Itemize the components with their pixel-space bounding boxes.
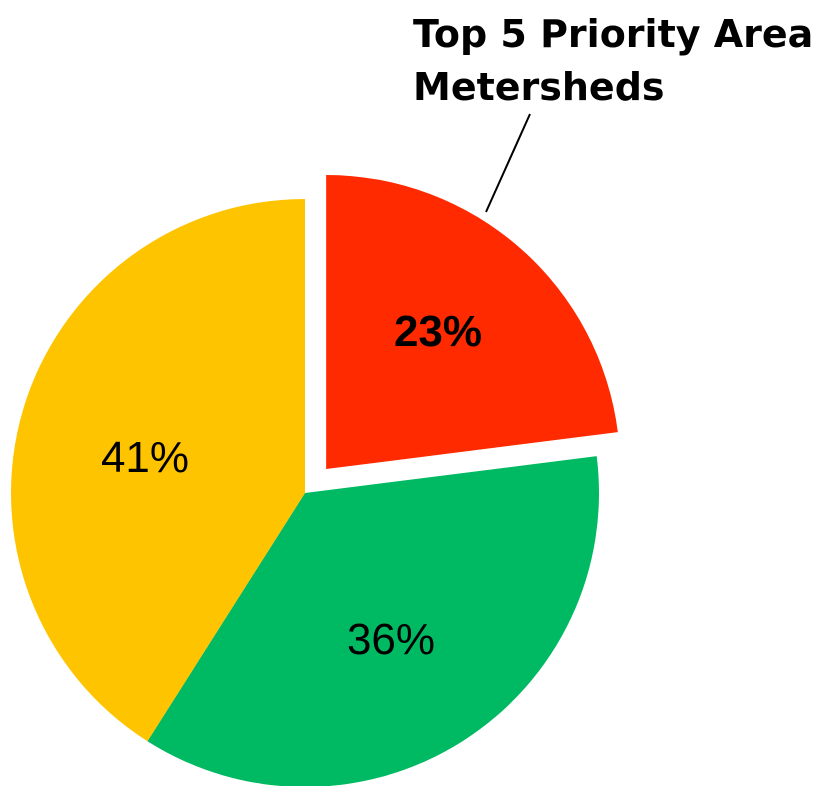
callout-title-line2: Metersheds	[413, 65, 665, 109]
pie-slice-yellow	[11, 199, 306, 742]
slice-label-top5: 23%	[394, 307, 482, 356]
pie-slice-top5	[326, 174, 618, 469]
slice-label-yellow: 41%	[101, 433, 189, 482]
pie-slices	[11, 174, 618, 786]
pie-slice-green	[147, 456, 599, 786]
slice-label-green: 36%	[347, 615, 435, 664]
callout-leader-line	[485, 113, 531, 213]
callout-title-line1: Top 5 Priority Area	[413, 12, 813, 56]
